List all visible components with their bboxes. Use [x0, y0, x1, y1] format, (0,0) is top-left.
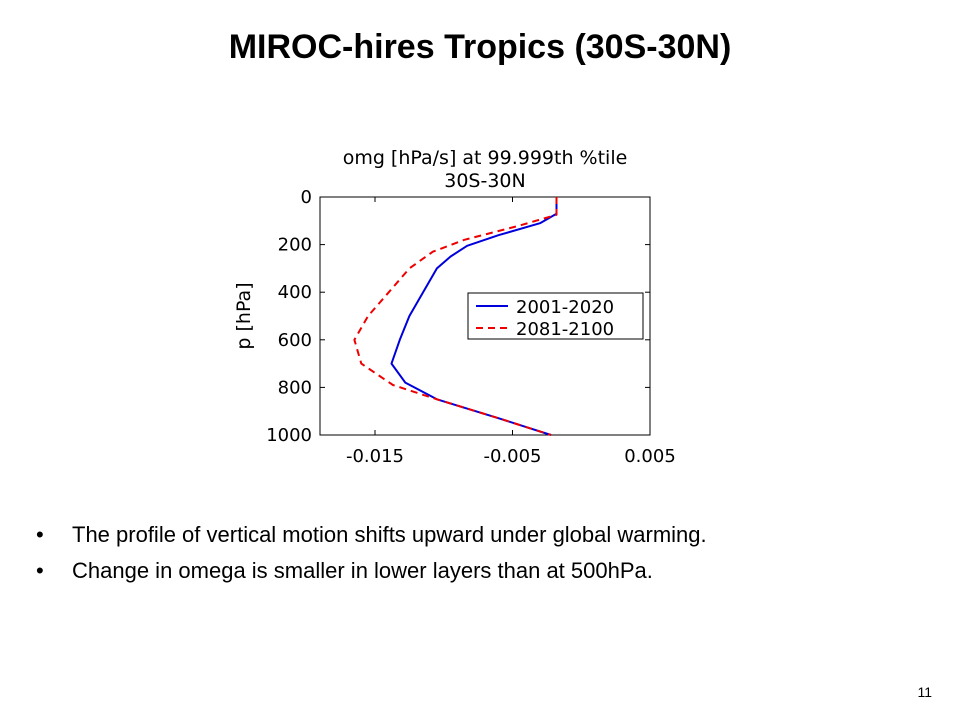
y-tick-label: 200 — [278, 235, 312, 256]
chart-title: omg [hPa/s] at 99.999th %tile — [343, 147, 628, 169]
bullet-text: The profile of vertical motion shifts up… — [72, 522, 707, 547]
bullet-list: • The profile of vertical motion shifts … — [36, 520, 926, 592]
bullet-item: • The profile of vertical motion shifts … — [36, 520, 926, 550]
y-tick-label: 1000 — [266, 425, 312, 446]
chart-figure: omg [hPa/s] at 99.999th %tile 30S-30N p … — [230, 138, 700, 473]
y-axis-label: p [hPa] — [233, 282, 255, 349]
series-line-2081-2100 — [353, 197, 558, 436]
chart-subtitle: 30S-30N — [444, 170, 525, 192]
plot-area-frame — [319, 196, 651, 436]
y-tick-label: 400 — [278, 282, 312, 303]
bullet-text: Change in omega is smaller in lower laye… — [72, 558, 653, 583]
bullet-item: • Change in omega is smaller in lower la… — [36, 556, 926, 586]
bullet-marker: • — [36, 522, 44, 547]
bullet-marker: • — [36, 558, 44, 583]
y-tick-label: 800 — [278, 377, 312, 398]
chart-legend: 2001-2020 2081-2100 — [467, 292, 644, 340]
series-lines — [353, 197, 558, 436]
page-number: 11 — [917, 684, 932, 700]
legend-label-2081-2100: 2081-2100 — [516, 319, 614, 340]
axis-ticks: 0 200 400 600 800 1000 -0.015 -0.005 0.005 — [266, 187, 676, 467]
x-tick-label: 0.005 — [624, 446, 676, 467]
series-line-2001-2020 — [390, 197, 558, 436]
x-tick-label: -0.005 — [483, 446, 541, 467]
legend-label-2001-2020: 2001-2020 — [516, 297, 614, 318]
y-tick-label: 0 — [301, 187, 312, 208]
legend-box — [467, 292, 644, 340]
omega-profile-chart: omg [hPa/s] at 99.999th %tile 30S-30N p … — [233, 147, 676, 467]
y-tick-label: 600 — [278, 330, 312, 351]
x-tick-label: -0.015 — [346, 446, 404, 467]
slide-title: MIROC-hires Tropics (30S-30N) — [228, 28, 732, 66]
